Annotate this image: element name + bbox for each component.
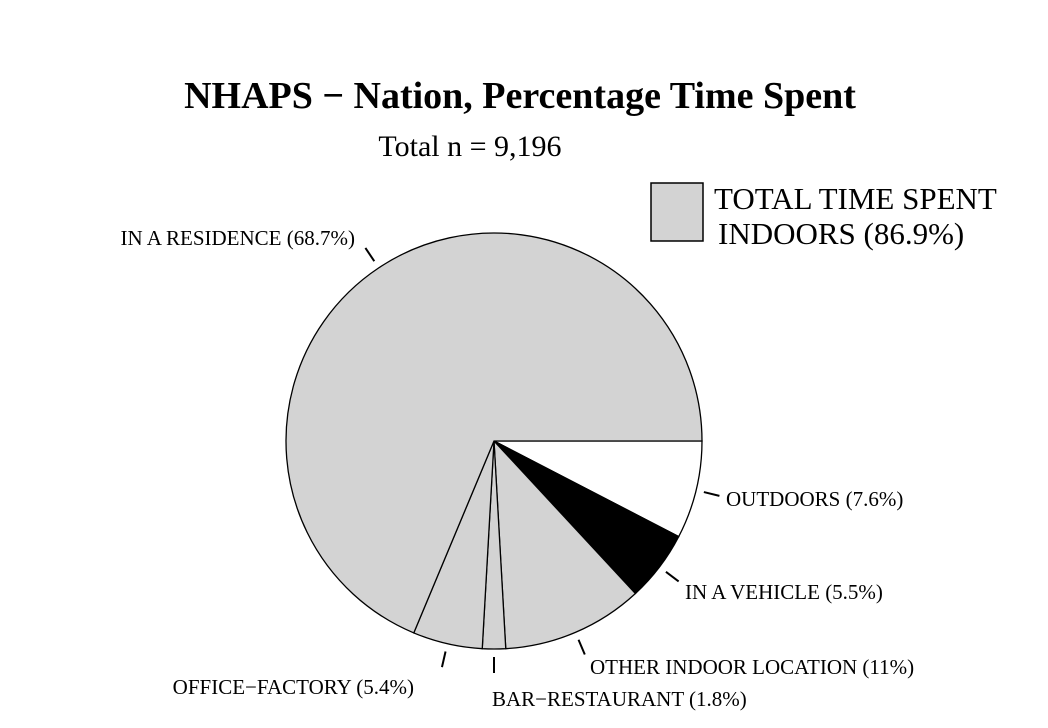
slice-other-indoor-location — [493, 439, 637, 650]
label-in-a-vehicle: IN A VEHICLE (5.5%) — [685, 580, 883, 604]
legend-swatch — [650, 182, 704, 242]
legend-label-line2: INDOORS (86.9%) — [718, 216, 964, 251]
chart-subtitle: Total n = 9,196 — [378, 130, 561, 163]
label-bar-restaurant: BAR−RESTAURANT (1.8%) — [492, 687, 747, 711]
slice-outdoors — [493, 440, 703, 538]
chart-title: NHAPS − Nation, Percentage Time Spent — [184, 75, 856, 117]
label-outdoors: OUTDOORS (7.6%) — [726, 487, 903, 511]
leader-tick-office-factory — [440, 651, 447, 668]
label-office-factory: OFFICE−FACTORY (5.4%) — [173, 675, 414, 699]
legend: TOTAL TIME SPENT INDOORS (86.9%) — [650, 181, 997, 251]
pie-labels: OUTDOORS (7.6%) IN A VEHICLE (5.5%) OTHER … — [121, 226, 915, 711]
leader-tick-in-a-residence — [364, 247, 376, 262]
label-other-indoor-location: OTHER INDOOR LOCATION (11%) — [590, 655, 914, 679]
pie-slices — [285, 232, 703, 650]
slice-in-a-residence — [285, 232, 703, 634]
leader-tick-outdoors — [703, 491, 720, 497]
legend-label-line1: TOTAL TIME SPENT — [714, 181, 997, 216]
leader-tick-other-indoor-location — [577, 639, 586, 655]
leader-tick-in-a-vehicle — [665, 570, 680, 583]
label-in-a-residence: IN A RESIDENCE (68.7%) — [121, 226, 356, 250]
